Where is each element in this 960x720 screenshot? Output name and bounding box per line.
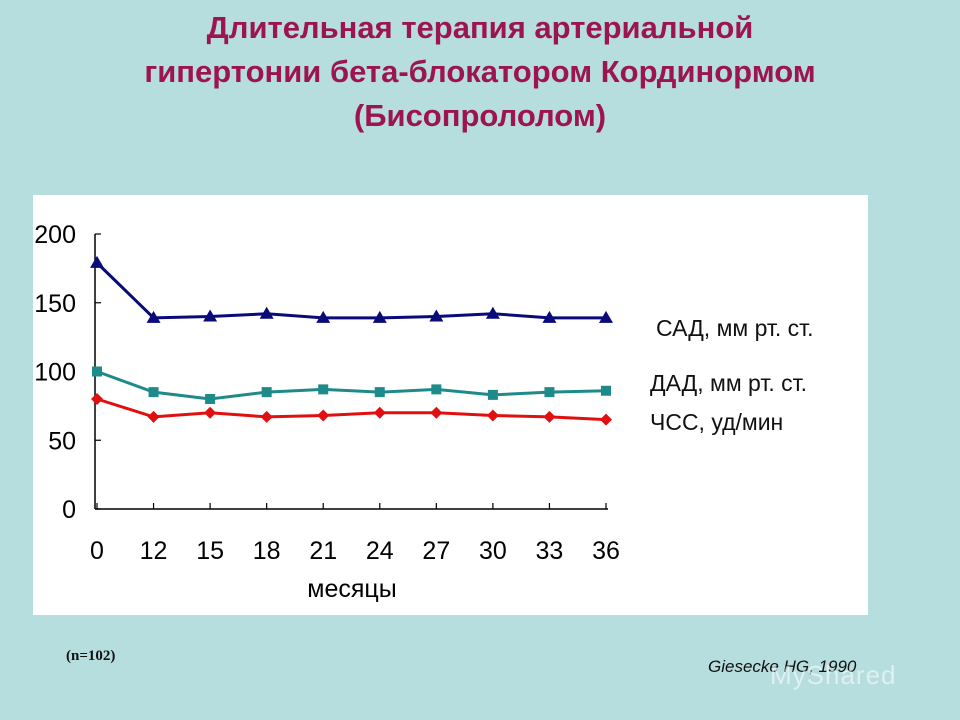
diamond-marker bbox=[373, 406, 386, 419]
series-line-1 bbox=[95, 261, 606, 320]
triangle-marker bbox=[146, 310, 161, 323]
diamond-marker bbox=[204, 406, 217, 419]
series-line-2 bbox=[96, 370, 607, 401]
slide-title: Длительная терапия артериальной гипертон… bbox=[0, 6, 960, 138]
square-marker bbox=[431, 384, 442, 395]
y-tick-label: 150 bbox=[34, 290, 76, 318]
x-tick-label: 27 bbox=[422, 537, 450, 565]
x-tick-label: 24 bbox=[366, 537, 394, 565]
triangle-marker bbox=[542, 310, 557, 323]
diamond-marker bbox=[600, 413, 612, 426]
x-tick-label: 18 bbox=[253, 537, 281, 565]
series-line-3 bbox=[96, 397, 607, 422]
square-marker bbox=[318, 384, 329, 395]
triangle-marker bbox=[599, 310, 613, 323]
triangle-marker bbox=[372, 310, 387, 323]
x-axis-title: месяцы bbox=[307, 575, 396, 603]
x-tick-label: 36 bbox=[592, 537, 620, 565]
square-marker bbox=[374, 387, 385, 398]
square-marker bbox=[148, 387, 159, 398]
square-marker bbox=[544, 387, 555, 398]
legend-label-dad: ДАД, мм рт. ст. bbox=[650, 370, 807, 396]
diamond-marker bbox=[147, 410, 160, 423]
x-tick-label: 12 bbox=[140, 537, 168, 565]
diamond-marker bbox=[486, 409, 499, 422]
triangle-marker bbox=[485, 306, 500, 319]
square-marker bbox=[92, 366, 102, 377]
y-tick-label: 100 bbox=[34, 359, 76, 387]
diamond-marker bbox=[91, 393, 103, 405]
title-line-3: (Бисопрололом) bbox=[353, 98, 607, 133]
square-marker bbox=[205, 394, 216, 404]
triangle-marker bbox=[429, 309, 444, 322]
source-citation: Giesecke HG, 1990 bbox=[708, 657, 857, 676]
diamond-marker bbox=[543, 410, 556, 423]
legend-label-sad: САД, мм рт. ст. bbox=[656, 315, 814, 341]
square-marker bbox=[261, 387, 272, 398]
legend-label-hr: ЧСС, уд/мин bbox=[650, 409, 784, 435]
triangle-marker bbox=[203, 309, 218, 322]
x-tick-label: 30 bbox=[479, 537, 507, 565]
y-tick-label: 200 bbox=[34, 221, 76, 249]
x-tick-label: 0 bbox=[90, 537, 104, 565]
watermark-logo: MyShared bbox=[770, 660, 897, 690]
triangle-marker bbox=[90, 255, 104, 268]
square-marker bbox=[487, 389, 498, 400]
title-line-2: гипертонии бета-блокатором Кординормом bbox=[144, 54, 816, 89]
triangle-marker bbox=[316, 310, 331, 323]
x-tick-label: 15 bbox=[196, 537, 224, 565]
y-tick-label: 50 bbox=[48, 427, 76, 455]
title-line-1: Длительная терапия артериальной bbox=[206, 10, 754, 45]
x-tick-label: 33 bbox=[536, 537, 564, 565]
sample-size-note: (n=102) bbox=[66, 648, 116, 664]
y-tick-label: 0 bbox=[62, 496, 76, 524]
diamond-marker bbox=[317, 409, 330, 422]
chart-panel bbox=[33, 195, 868, 615]
square-marker bbox=[601, 385, 611, 396]
diamond-marker bbox=[430, 406, 443, 419]
x-tick-label: 21 bbox=[309, 537, 337, 565]
triangle-marker bbox=[259, 306, 274, 319]
diamond-marker bbox=[260, 410, 273, 423]
